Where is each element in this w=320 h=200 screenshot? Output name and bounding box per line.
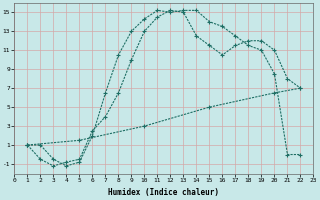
X-axis label: Humidex (Indice chaleur): Humidex (Indice chaleur) [108,188,220,197]
